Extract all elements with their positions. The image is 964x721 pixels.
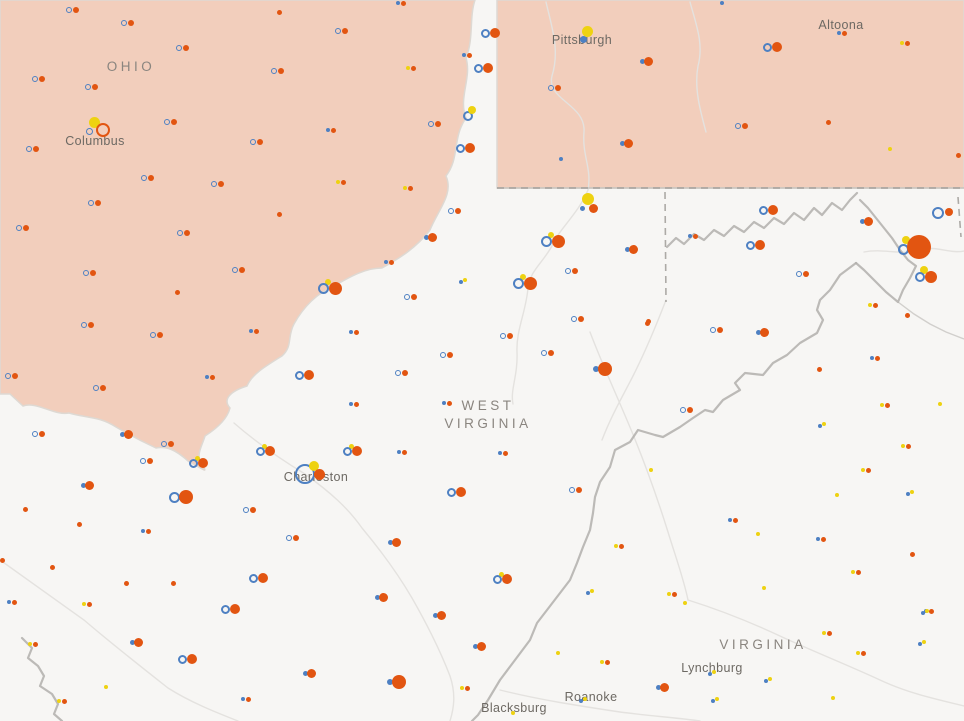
river-new [589,331,689,601]
river-potomac-south [601,299,667,441]
river-kanawha [233,422,455,721]
border-md-west-dashed [664,191,667,303]
river-roanoke [499,689,701,721]
border-wv-va [470,261,858,721]
border-right-edge-dashed [957,196,962,238]
border-panhandle-tip [854,198,918,304]
river-monongahela [545,1,590,191]
river-tug-fork [0,559,239,721]
ohio-region [0,0,476,471]
river-youghiogheny [689,1,707,133]
pennsylvania-region [496,0,964,189]
border-ky-va-corner [20,636,64,721]
river-james [687,599,964,707]
border-va-md-spur [897,301,964,340]
